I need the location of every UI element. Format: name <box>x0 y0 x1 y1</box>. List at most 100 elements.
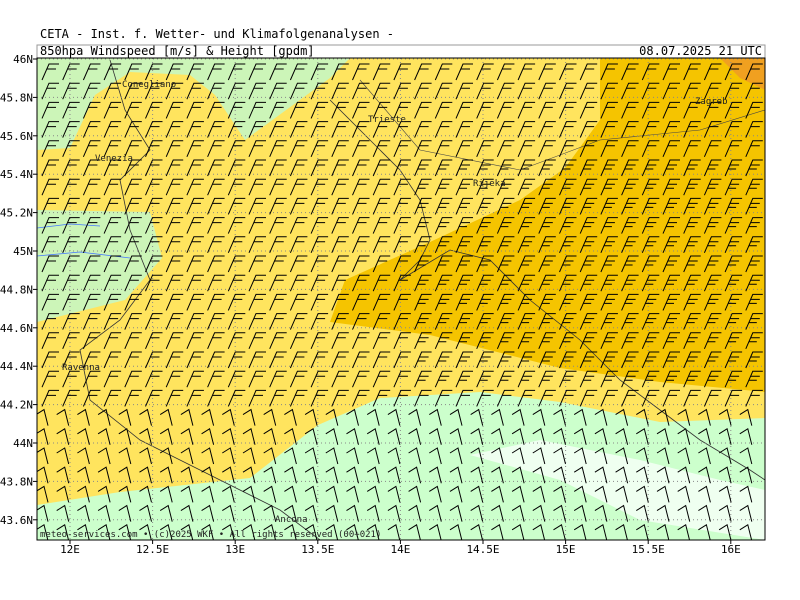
wind-barb <box>517 101 536 119</box>
wind-barb <box>745 121 763 138</box>
wind-barb <box>248 389 266 407</box>
wind-barb <box>621 82 639 100</box>
wind-barb <box>97 466 111 484</box>
wind-barb <box>476 101 494 119</box>
wind-barb <box>718 504 732 522</box>
wind-barb <box>538 63 556 81</box>
wind-barb <box>304 466 318 484</box>
wind-barb <box>289 178 308 196</box>
wind-barb <box>621 101 639 119</box>
wind-barb <box>331 63 349 81</box>
wind-barb <box>600 313 618 330</box>
wind-barb <box>165 389 184 407</box>
wind-barb <box>414 63 432 81</box>
wind-barb <box>600 217 618 234</box>
wind-barb <box>77 408 90 426</box>
wind-barb <box>304 447 318 465</box>
wind-barb <box>207 217 225 234</box>
wind-barb <box>683 370 701 388</box>
wind-barb <box>37 447 49 465</box>
wind-barb <box>289 82 308 100</box>
wind-barb <box>180 428 194 445</box>
wind-barb <box>677 408 691 426</box>
wind-barb <box>579 313 598 330</box>
wind-barb <box>325 428 339 445</box>
wind-barb <box>145 159 163 177</box>
wind-barb <box>538 370 556 388</box>
wind-barb <box>124 101 142 119</box>
wind-barb <box>37 504 49 522</box>
wind-barb <box>41 178 59 196</box>
wind-barb <box>352 351 370 369</box>
wind-barb <box>683 197 701 215</box>
wind-barb <box>82 159 101 177</box>
wind-barb <box>118 485 132 503</box>
wind-barb <box>573 504 587 522</box>
wind-barb <box>698 408 711 426</box>
wind-barb <box>56 428 70 445</box>
wind-barb <box>662 236 680 254</box>
wind-barb <box>145 101 163 119</box>
wind-barb <box>372 313 391 330</box>
wind-barb <box>352 140 370 158</box>
wind-barb <box>207 101 225 119</box>
wind-barb <box>82 255 101 273</box>
wind-barb <box>573 466 587 484</box>
wind-barb <box>304 524 318 540</box>
city-label: Venezia <box>95 154 133 164</box>
wind-barb <box>159 485 173 503</box>
wind-barb <box>491 447 504 465</box>
wind-barb <box>511 485 525 503</box>
wind-barb <box>724 370 743 388</box>
wind-barb <box>82 82 101 100</box>
wind-barb <box>579 178 598 196</box>
wind-barb <box>600 293 618 311</box>
wind-barb <box>683 217 701 234</box>
wind-barb <box>594 447 608 465</box>
wind-barb <box>621 197 639 215</box>
wind-barb <box>559 293 577 311</box>
wind-barb <box>41 313 59 330</box>
wind-barb <box>470 428 484 445</box>
wind-barb <box>37 524 49 540</box>
wind-barb <box>124 63 142 81</box>
wind-barb <box>269 389 287 407</box>
wind-barb <box>745 159 763 177</box>
wind-barb <box>739 524 753 540</box>
wind-barb <box>372 274 391 292</box>
wind-barb <box>37 466 49 484</box>
wind-barb <box>62 159 80 177</box>
wind-barb <box>145 332 163 350</box>
wind-barb <box>532 524 546 540</box>
wind-barb <box>662 274 680 292</box>
wind-barb <box>434 140 453 158</box>
wind-barb <box>641 121 660 138</box>
wind-barb <box>263 428 277 445</box>
wind-barb <box>103 389 122 407</box>
wind-barb <box>248 236 266 254</box>
wind-barb <box>408 428 422 445</box>
wind-barb <box>553 447 566 465</box>
wind-barb <box>600 389 618 407</box>
wind-barb <box>139 447 152 465</box>
wind-barb <box>180 485 194 503</box>
wind-barb <box>414 178 432 196</box>
wind-barb <box>62 197 80 215</box>
wind-barb <box>248 217 266 234</box>
wind-barb <box>600 255 618 273</box>
wind-barb <box>310 313 329 330</box>
wind-barb <box>289 313 308 330</box>
wind-barb <box>600 121 618 138</box>
wind-barb <box>559 159 577 177</box>
wind-barb <box>62 82 80 100</box>
wind-barb <box>408 504 422 522</box>
wind-barb <box>745 370 763 388</box>
wind-barb <box>739 504 753 522</box>
wind-barb <box>186 178 204 196</box>
wind-barb <box>103 217 122 234</box>
wind-barb <box>532 485 546 503</box>
wind-barb <box>559 63 577 81</box>
wind-barb <box>304 504 318 522</box>
wind-barb <box>559 313 577 330</box>
wind-barb <box>532 504 546 522</box>
